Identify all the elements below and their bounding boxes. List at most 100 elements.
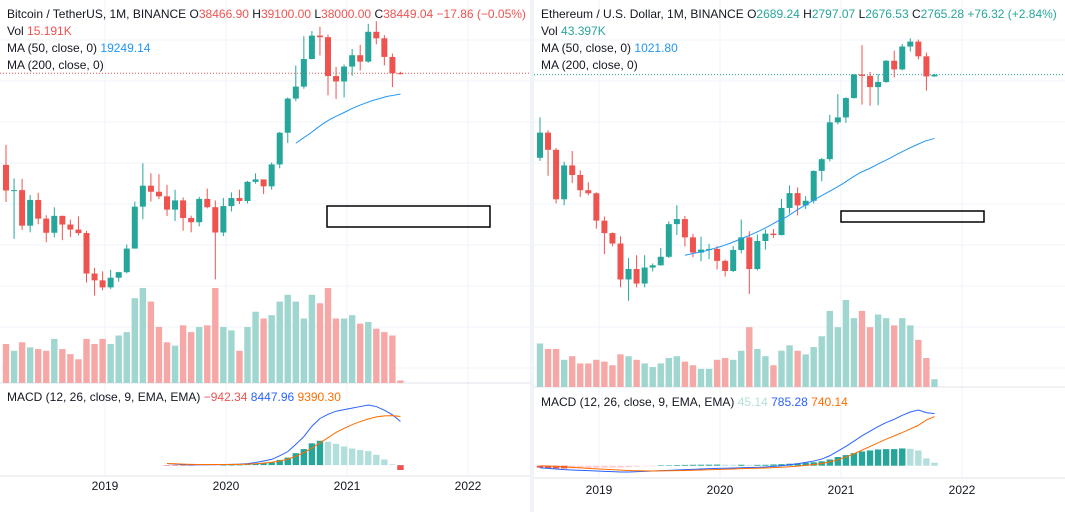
btc-ma50-line <box>295 93 401 144</box>
btc-macd-histogram-bar <box>276 459 283 466</box>
btc-volume-bar <box>99 338 106 383</box>
btc-candle-body <box>131 206 138 249</box>
eth-x-tick-2019: 2019 <box>586 483 613 497</box>
eth-legend: Ethereum / U.S. Dollar, 1M, BINANCE O268… <box>541 6 1057 74</box>
eth-macd-histogram-bar <box>617 465 624 468</box>
eth-volume-bar <box>689 365 697 387</box>
btc-candle-body <box>284 98 291 133</box>
eth-macd-histogram-bar <box>601 465 608 468</box>
eth-volume-bar <box>705 368 713 387</box>
eth-x-tick-2022: 2022 <box>949 483 976 497</box>
btc-candle-body <box>3 164 9 191</box>
btc-candle-body <box>276 132 283 165</box>
eth-candle-body <box>867 75 874 88</box>
eth-title[interactable]: Ethereum / U.S. Dollar, 1M, BINANCE <box>541 7 744 21</box>
btc-candle-body <box>308 35 315 60</box>
eth-volume-bar <box>544 348 552 387</box>
btc-macd-histogram-bar <box>365 451 372 466</box>
btc-chart-canvas[interactable]: 2019 2020 2021 2022 <box>0 0 530 512</box>
eth-ma50-value: 1021.80 <box>634 41 678 55</box>
eth-volume-bar <box>665 358 672 387</box>
eth-macd-label[interactable]: MACD (12, 26, close, 9, EMA, EMA) <box>541 395 735 409</box>
eth-candle-body <box>818 159 825 171</box>
eth-volume-bar <box>874 314 882 387</box>
panel-divider[interactable] <box>530 0 534 512</box>
eth-candle-body <box>738 237 745 250</box>
eth-macd-legend: MACD (12, 26, close, 9, EMA, EMA) 45.14 … <box>541 395 848 409</box>
btc-candle-body <box>389 56 396 74</box>
eth-close: 2765.28 <box>920 7 965 21</box>
btc-ma200-label[interactable]: MA (200, close, 0) <box>7 58 104 72</box>
eth-candle-body <box>545 132 552 150</box>
eth-candle-body <box>834 117 841 123</box>
eth-volume-bar <box>721 358 729 387</box>
btc-title[interactable]: Bitcoin / TetherUS, 1M, BINANCE <box>7 7 187 21</box>
btc-volume-bar <box>340 318 348 383</box>
btc-candle-body <box>381 38 388 57</box>
eth-macd-histogram-bar <box>810 462 817 466</box>
btc-macd-histogram-bar <box>332 443 340 466</box>
eth-macd-histogram-bar <box>931 462 938 466</box>
eth-macd-hist-value: 45.14 <box>737 395 768 409</box>
btc-change: −17.86 (−0.05%) <box>436 7 526 21</box>
btc-volume-bar <box>131 298 138 383</box>
eth-candle-body <box>722 260 729 271</box>
btc-macd-histogram-bar <box>196 465 203 466</box>
eth-candle-body <box>698 249 704 253</box>
btc-volume-bar <box>316 303 324 383</box>
btc-macd-histogram-bar <box>260 462 267 466</box>
eth-candle-body <box>577 175 584 191</box>
eth-volume-bar <box>569 356 576 387</box>
btc-macd-label[interactable]: MACD (12, 26, close, 9, EMA, EMA) <box>7 390 201 404</box>
btc-candle-body <box>172 200 179 210</box>
btc-open-label: O <box>189 7 199 21</box>
eth-volume-bar <box>641 363 648 387</box>
eth-close-label: C <box>911 7 921 21</box>
eth-candle-body <box>850 74 857 99</box>
btc-volume-bar <box>332 318 340 383</box>
eth-low: 2676.53 <box>865 7 909 21</box>
eth-candle-body <box>633 269 640 284</box>
eth-macd-histogram-bar <box>778 464 785 466</box>
eth-macd-histogram-bar <box>577 465 584 469</box>
eth-macd-histogram-bar <box>850 453 858 466</box>
btc-chart-panel[interactable]: 2019 2020 2021 2022 Bitcoin / TetherUS, 1M,… <box>0 0 530 512</box>
eth-chart-panel[interactable]: 2019 2020 2021 2022 Ethereum / U.S. Dollar,… <box>534 0 1065 512</box>
btc-volume-bar <box>268 315 275 383</box>
btc-open: 38466.90 <box>198 7 249 21</box>
eth-chart-canvas[interactable]: 2019 2020 2021 2022 <box>534 0 1065 512</box>
eth-candle-body <box>899 46 906 70</box>
eth-macd-histogram-bar <box>915 450 922 466</box>
eth-candle-body <box>609 233 616 244</box>
btc-macd-histogram-bar <box>244 464 251 466</box>
eth-open: 2689.24 <box>756 7 800 21</box>
btc-ma50-label[interactable]: MA (50, close, 0) <box>7 41 98 55</box>
eth-candle-body <box>537 132 543 158</box>
eth-ma50-label[interactable]: MA (50, close, 0) <box>541 41 632 55</box>
eth-macd-histogram-bar <box>842 455 850 466</box>
eth-candle-body <box>842 98 849 118</box>
btc-macd-histogram-bar <box>397 465 404 470</box>
eth-low-label: L <box>858 7 866 21</box>
eth-macd-histogram-bar <box>858 451 866 466</box>
eth-candle-body <box>553 149 560 200</box>
eth-macd-histogram-bar <box>609 465 616 468</box>
eth-macd-histogram-bar <box>633 465 640 467</box>
eth-change: +76.32 (+2.84%) <box>967 7 1057 21</box>
eth-volume-bar <box>891 325 898 387</box>
eth-ma200-label[interactable]: MA (200, close, 0) <box>541 58 638 72</box>
btc-volume-bar <box>373 328 380 383</box>
eth-macd-histogram-bar <box>770 464 777 466</box>
eth-macd-histogram-bar <box>754 464 761 466</box>
eth-macd-histogram-bar <box>657 465 664 467</box>
eth-volume-bar <box>625 356 632 387</box>
eth-high: 2797.07 <box>811 7 856 21</box>
eth-candle-body <box>689 237 696 253</box>
btc-candle-body <box>75 229 82 234</box>
eth-volume-bar <box>536 343 544 387</box>
eth-candle-body <box>665 224 672 257</box>
eth-candle-body <box>915 41 922 57</box>
btc-macd-histogram-bar <box>268 462 275 466</box>
btc-candle-body <box>236 198 243 201</box>
btc-volume-bar <box>365 321 372 383</box>
